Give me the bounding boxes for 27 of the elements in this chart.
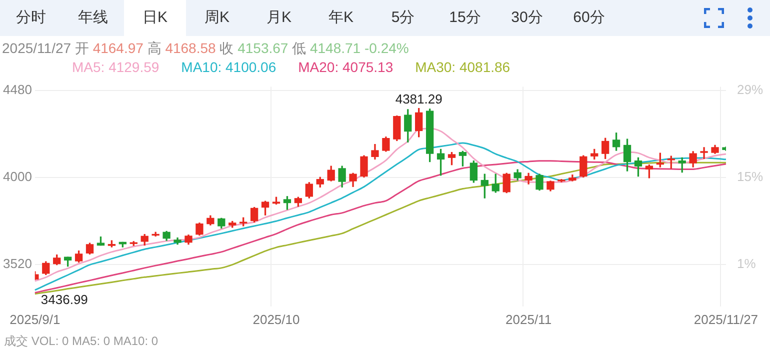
x-tick-label: 2025/10 — [252, 312, 300, 327]
x-tick-label: 2025/11 — [506, 312, 552, 327]
text: 60分 — [572, 8, 606, 28]
text: 15分 — [448, 8, 482, 28]
text: 周K — [203, 8, 230, 28]
text: MA20: 4075.13 — [298, 58, 394, 76]
text: 日K — [124, 0, 186, 36]
x-tick-label: 2025/9/1 — [10, 312, 60, 327]
text: 月K — [265, 8, 292, 28]
y-tick-label: 4000 — [3, 169, 32, 184]
text: 30分 — [510, 8, 544, 28]
annotation: 4381.29 — [395, 91, 442, 106]
x-tick-label: 2025/11/27 — [694, 312, 758, 327]
y-tick-label: 3520 — [3, 256, 32, 272]
text: MA30: 4081.86 — [415, 58, 510, 76]
candlestick — [667, 156, 675, 169]
text: 2025/11/27 开 4164.97 高 4168.58 收 4153.67 低 4148.71 -0.24% — [2, 40, 409, 56]
candlestick — [558, 179, 566, 182]
text: 分时 — [15, 8, 47, 28]
text: MA10: 4100.06 — [181, 58, 276, 76]
y-tick-label: 4480 — [3, 82, 32, 98]
text: 5分 — [390, 8, 416, 28]
text: MA5: 4129.59 — [72, 58, 160, 76]
annotation: 3436.99 — [40, 292, 88, 307]
text: 成交 VOL: 0 MA5: 0 MA10: 0 — [3, 334, 160, 349]
text: 年线 — [77, 8, 109, 28]
text: 年K — [327, 8, 354, 28]
